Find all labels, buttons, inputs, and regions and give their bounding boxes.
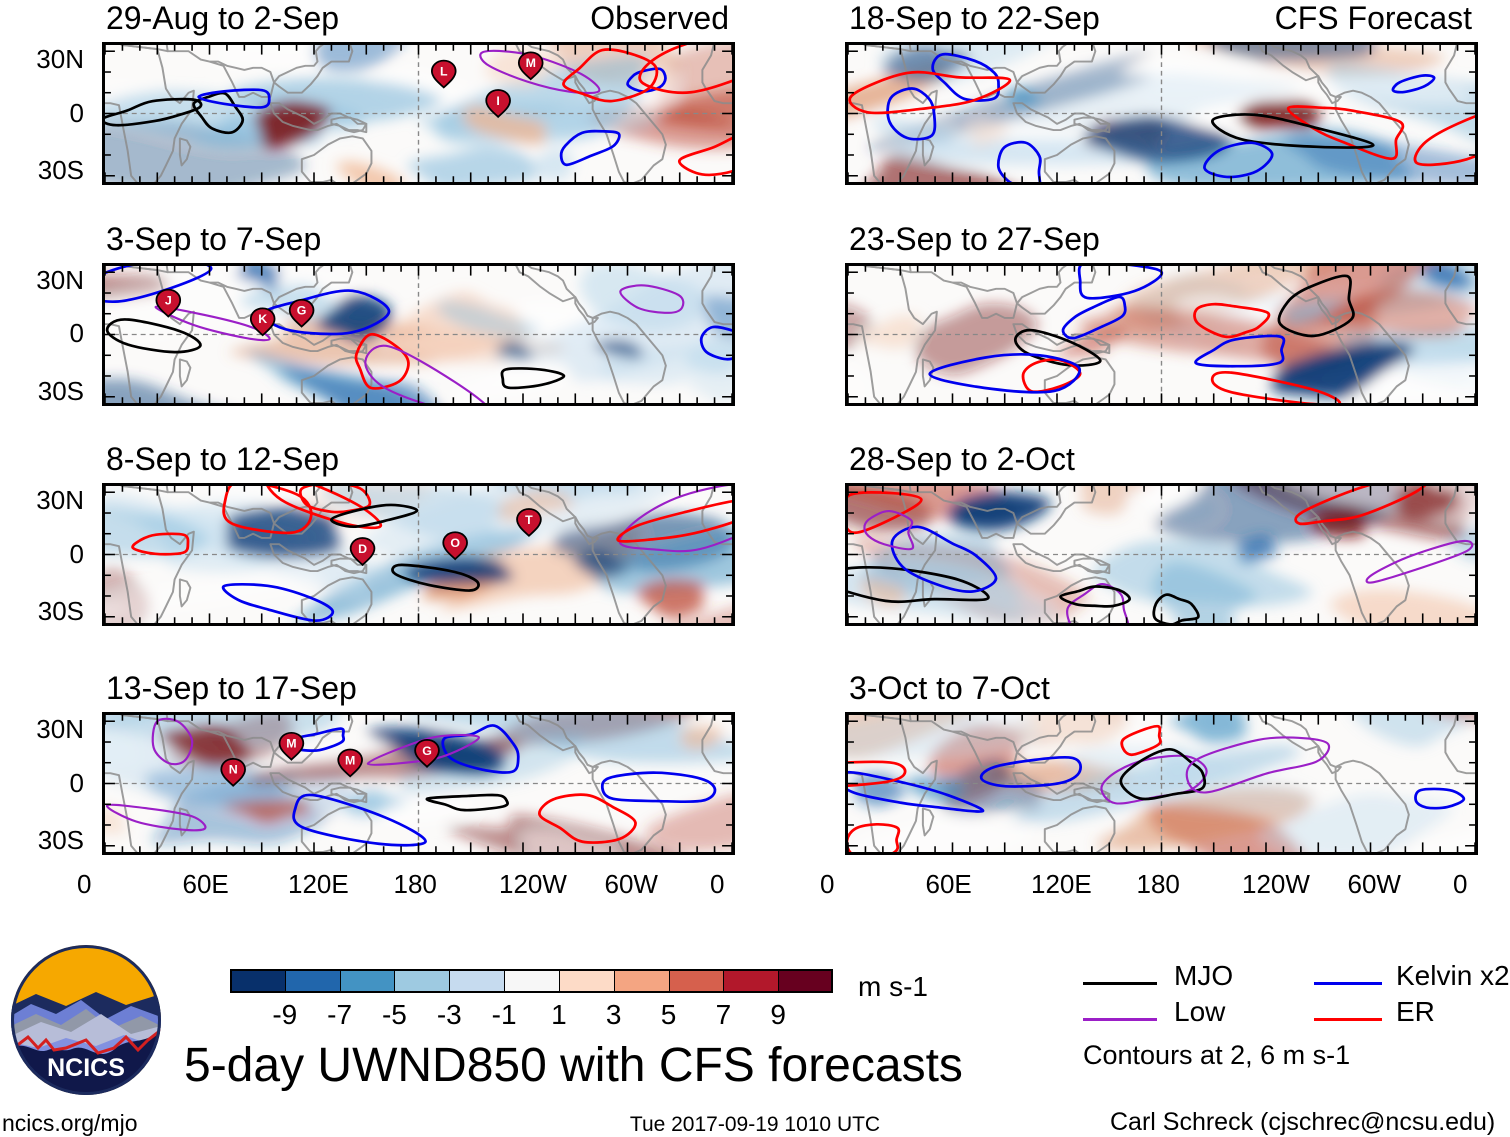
- svg-text:I: I: [496, 94, 499, 108]
- svg-text:M: M: [286, 737, 296, 751]
- svg-text:T: T: [525, 513, 533, 527]
- svg-text:L: L: [440, 65, 448, 79]
- svg-text:J: J: [165, 293, 172, 307]
- svg-text:O: O: [450, 537, 460, 551]
- svg-text:M: M: [526, 56, 536, 70]
- svg-text:G: G: [422, 744, 432, 758]
- svg-text:NCICS: NCICS: [47, 1054, 125, 1082]
- svg-text:D: D: [358, 542, 367, 556]
- svg-text:M: M: [345, 754, 355, 768]
- svg-text:G: G: [297, 303, 307, 317]
- svg-text:K: K: [258, 312, 267, 326]
- svg-text:N: N: [229, 763, 238, 777]
